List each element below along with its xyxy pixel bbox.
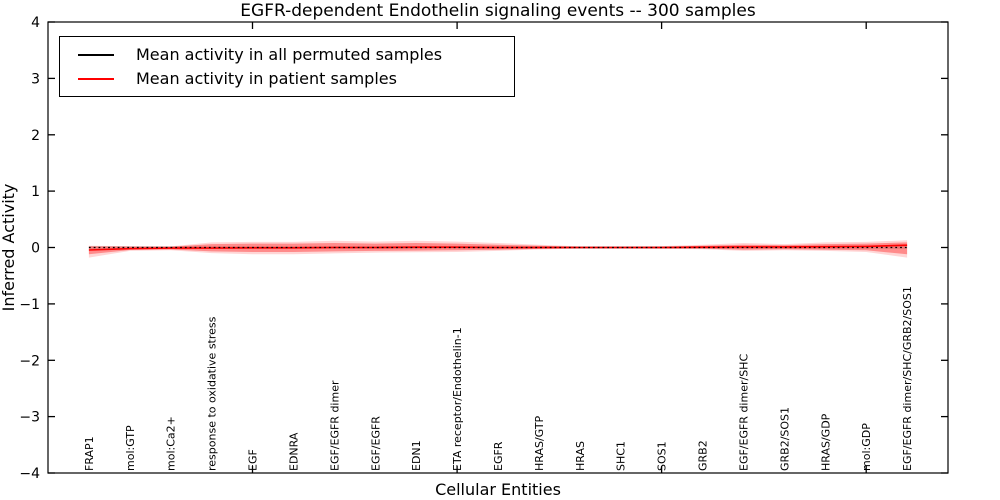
x-category-label: HRAS/GTP — [533, 415, 546, 471]
legend: Mean activity in all permuted samples Me… — [59, 36, 515, 97]
legend-label-patient: Mean activity in patient samples — [136, 68, 397, 88]
patient-band-outer — [88, 240, 908, 258]
y-tick-label: 0 — [31, 241, 40, 257]
x-category-label: ETA receptor/Endothelin-1 — [451, 327, 464, 471]
y-tick-label: 1 — [31, 184, 40, 200]
x-category-label: HRAS — [574, 441, 587, 471]
x-category-label: EGF — [247, 449, 260, 471]
x-category-label: mol:GTP — [124, 425, 137, 471]
chart-title: EGFR-dependent Endothelin signaling even… — [240, 1, 756, 21]
x-category-label: EGF/EGFR dimer/SHC/GRB2/SOS1 — [901, 286, 914, 471]
x-category-label: EGF/EGFR dimer/SHC — [738, 354, 751, 471]
x-category-label: mol:Ca2+ — [165, 416, 178, 471]
x-category-label: HRAS/GDP — [819, 413, 832, 471]
y-tick-label: 4 — [31, 15, 40, 31]
permuted-line-swatch — [78, 53, 114, 56]
y-tick-label: 2 — [31, 128, 40, 144]
plot-area-border — [47, 21, 949, 474]
x-category-label: EGF/EGFR dimer — [328, 380, 341, 471]
y-tick-label: −3 — [19, 410, 40, 426]
patient-band-inner — [88, 242, 908, 255]
patient-line-swatch — [78, 77, 114, 80]
x-category-label: response to oxidative stress — [206, 316, 219, 471]
legend-item-patient: Mean activity in patient samples — [70, 68, 504, 88]
x-category-label: EGF/EGFR — [369, 416, 382, 471]
y-tick-label: 3 — [31, 71, 40, 87]
x-category-label: FRAP1 — [83, 436, 96, 471]
y-tick-label: −2 — [19, 353, 40, 369]
x-category-label: GRB2/SOS1 — [778, 407, 791, 471]
x-category-label: GRB2 — [697, 440, 710, 471]
x-category-label: EDNRA — [288, 432, 301, 471]
x-category-label: SOS1 — [656, 441, 669, 471]
legend-item-permuted: Mean activity in all permuted samples — [70, 44, 504, 64]
x-axis-label: Cellular Entities — [435, 480, 561, 499]
y-tick-label: −1 — [19, 297, 40, 313]
x-category-label: mol:GDP — [860, 423, 873, 471]
chart-layers: 4 3 2 1 0 −1 −2 −3 −4 FRAP1 mol:GTP mol:Ca2+ respons… — [19, 15, 948, 482]
y-tick-label: −4 — [19, 466, 40, 482]
x-category-label: EGFR — [492, 441, 505, 471]
x-category-label: SHC1 — [615, 441, 628, 471]
x-category-label: EDN1 — [410, 440, 423, 471]
legend-label-permuted: Mean activity in all permuted samples — [136, 44, 443, 64]
y-axis-label: Inferred Activity — [0, 184, 18, 312]
